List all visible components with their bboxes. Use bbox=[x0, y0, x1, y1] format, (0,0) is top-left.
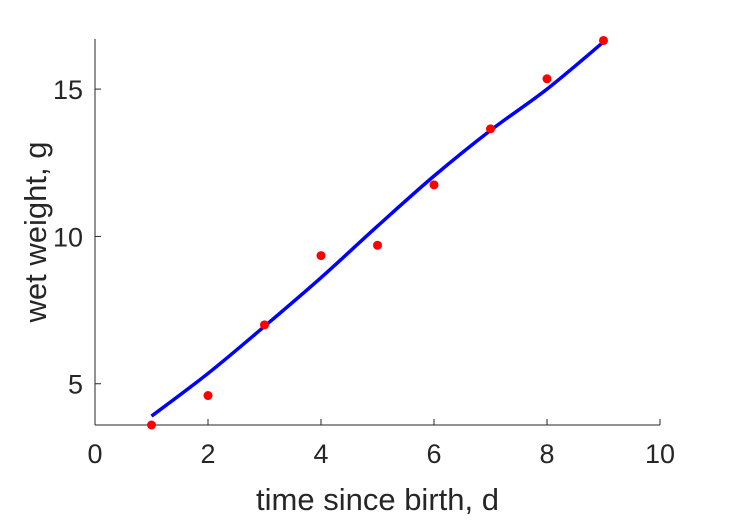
y-tick-label: 15 bbox=[53, 75, 83, 105]
x-tick-label: 6 bbox=[426, 439, 441, 469]
x-axis-label: time since birth, d bbox=[256, 482, 499, 517]
data-points-layer bbox=[147, 35, 608, 430]
x-tick-label: 4 bbox=[313, 439, 328, 469]
data-point bbox=[542, 74, 552, 84]
data-point bbox=[599, 35, 608, 45]
x-tick-label: 10 bbox=[645, 439, 675, 469]
x-ticks: 0 2 4 6 8 10 bbox=[87, 419, 675, 469]
data-point bbox=[147, 420, 156, 430]
x-tick-label: 0 bbox=[87, 439, 102, 469]
data-point bbox=[203, 391, 213, 401]
x-tick-label: 2 bbox=[200, 439, 215, 469]
y-axis-label: wet weight, g bbox=[18, 142, 53, 324]
y-ticks: 5 10 15 bbox=[53, 75, 101, 400]
x-tick-label: 8 bbox=[539, 439, 554, 469]
y-tick-label: 10 bbox=[53, 222, 83, 252]
y-tick-label: 5 bbox=[68, 370, 83, 400]
data-point bbox=[316, 251, 326, 261]
data-point bbox=[260, 320, 269, 330]
fit-curve bbox=[150, 40, 605, 418]
axes: 0 2 4 6 8 10 5 10 15 bbox=[53, 39, 675, 469]
data-point bbox=[373, 240, 382, 250]
data-point bbox=[486, 124, 495, 134]
data-point bbox=[429, 180, 439, 190]
fit-curve-layer bbox=[150, 40, 605, 418]
